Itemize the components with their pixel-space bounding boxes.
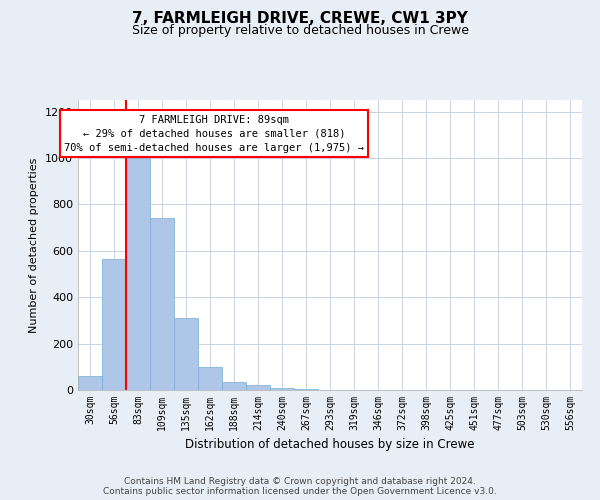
Text: Contains public sector information licensed under the Open Government Licence v3: Contains public sector information licen…	[103, 488, 497, 496]
Text: Contains HM Land Registry data © Crown copyright and database right 2024.: Contains HM Land Registry data © Crown c…	[124, 476, 476, 486]
Bar	[198, 367, 222, 390]
Bar	[174, 318, 198, 390]
Bar	[126, 158, 150, 390]
Bar	[222, 382, 246, 390]
Text: 7, FARMLEIGH DRIVE, CREWE, CW1 3PY: 7, FARMLEIGH DRIVE, CREWE, CW1 3PY	[132, 11, 468, 26]
Text: 7 FARMLEIGH DRIVE: 89sqm
← 29% of detached houses are smaller (818)
70% of semi-: 7 FARMLEIGH DRIVE: 89sqm ← 29% of detach…	[64, 114, 364, 152]
Y-axis label: Number of detached properties: Number of detached properties	[29, 158, 40, 332]
Bar	[150, 218, 174, 390]
Bar	[102, 259, 126, 390]
Text: Size of property relative to detached houses in Crewe: Size of property relative to detached ho…	[131, 24, 469, 37]
Bar	[246, 386, 270, 390]
Bar	[270, 388, 294, 390]
Bar	[78, 376, 102, 390]
X-axis label: Distribution of detached houses by size in Crewe: Distribution of detached houses by size …	[185, 438, 475, 452]
